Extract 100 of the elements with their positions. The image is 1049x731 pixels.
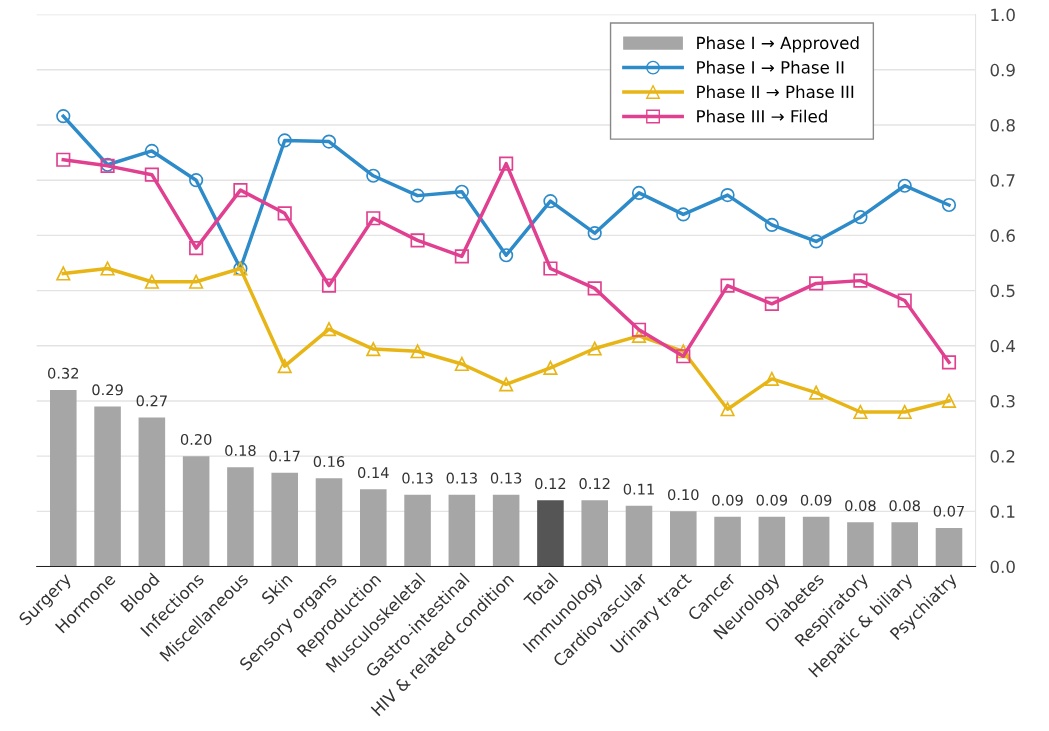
point [56,266,71,281]
data-label: 0.14 [358,467,389,479]
bar [891,522,918,567]
bar [271,472,298,567]
point [809,276,824,291]
data-label: 0.13 [402,472,433,484]
point [543,194,558,209]
bar [935,527,963,567]
bar [448,494,476,567]
x-tick-label: Skin [260,572,293,605]
point [764,217,779,232]
data-label: 0.32 [48,367,79,379]
y-tick-label: 0.3 [990,394,1015,408]
data-label: 0.27 [136,395,167,407]
bar [138,417,166,567]
point [897,404,912,420]
point [764,296,779,311]
point [56,152,71,167]
legend-label: Phase III → Filed [697,109,827,123]
point [543,261,558,276]
bar [758,516,786,567]
bar [404,494,431,567]
bar [847,522,874,567]
point [587,226,602,241]
point [321,278,337,293]
point [277,359,292,374]
data-label: 0.16 [313,456,345,468]
point [720,188,735,203]
point [676,344,691,359]
bar [625,505,653,567]
point [144,167,159,182]
data-label: 0.08 [889,500,920,512]
legend-label: Phase I → Approved [697,36,859,53]
point [631,322,647,337]
point [853,210,868,225]
y-tick-label: 0.8 [990,118,1015,132]
point [853,273,868,288]
point [631,185,647,200]
point [587,281,602,296]
y-tick-label: 0.4 [990,339,1016,353]
point [321,322,337,337]
y-tick-label: 0.0 [990,560,1015,574]
bar [714,516,741,567]
point [720,278,735,293]
data-label: 0.13 [446,472,477,484]
point [144,143,159,159]
point [56,109,71,124]
data-label: 0.20 [180,433,212,445]
y-tick-label: 0.9 [990,63,1015,77]
point [897,178,912,193]
point [144,274,159,289]
point [587,341,602,356]
point [941,197,957,213]
point [366,211,381,226]
bar [670,511,697,567]
point [189,274,204,289]
point [499,248,514,263]
point [809,385,824,400]
data-label: 0.10 [668,489,699,501]
bar [802,516,830,567]
data-label: 0.17 [269,450,300,462]
point [454,249,469,264]
data-label: 0.12 [535,478,566,490]
bar [94,406,121,567]
bar [227,467,254,567]
bar [50,389,77,567]
bar [537,500,564,567]
point [764,371,779,386]
point [853,404,868,420]
data-label: 0.11 [623,483,654,495]
point [631,328,647,343]
point [100,261,115,276]
point [676,207,691,222]
point [410,344,425,359]
bar [581,500,608,567]
point [809,234,824,249]
point [321,134,337,149]
data-label: 0.09 [712,494,743,506]
data-label: 0.18 [225,444,256,457]
bar [315,478,343,567]
point [277,206,292,221]
point [543,360,558,375]
data-label: 0.12 [579,478,610,490]
point [410,188,425,203]
bar [182,456,210,567]
point [499,377,514,392]
bar [360,489,387,567]
point [676,349,691,364]
y-tick-label: 0.7 [990,174,1015,187]
point [189,240,204,256]
point [941,355,957,370]
point [454,356,469,372]
point [499,156,514,171]
data-label: 0.13 [490,472,522,484]
point [454,184,469,199]
legend-label: Phase II → Phase III [697,85,854,99]
point [189,173,204,188]
point [366,168,381,183]
data-label: 0.29 [92,384,123,396]
bar [492,494,520,567]
